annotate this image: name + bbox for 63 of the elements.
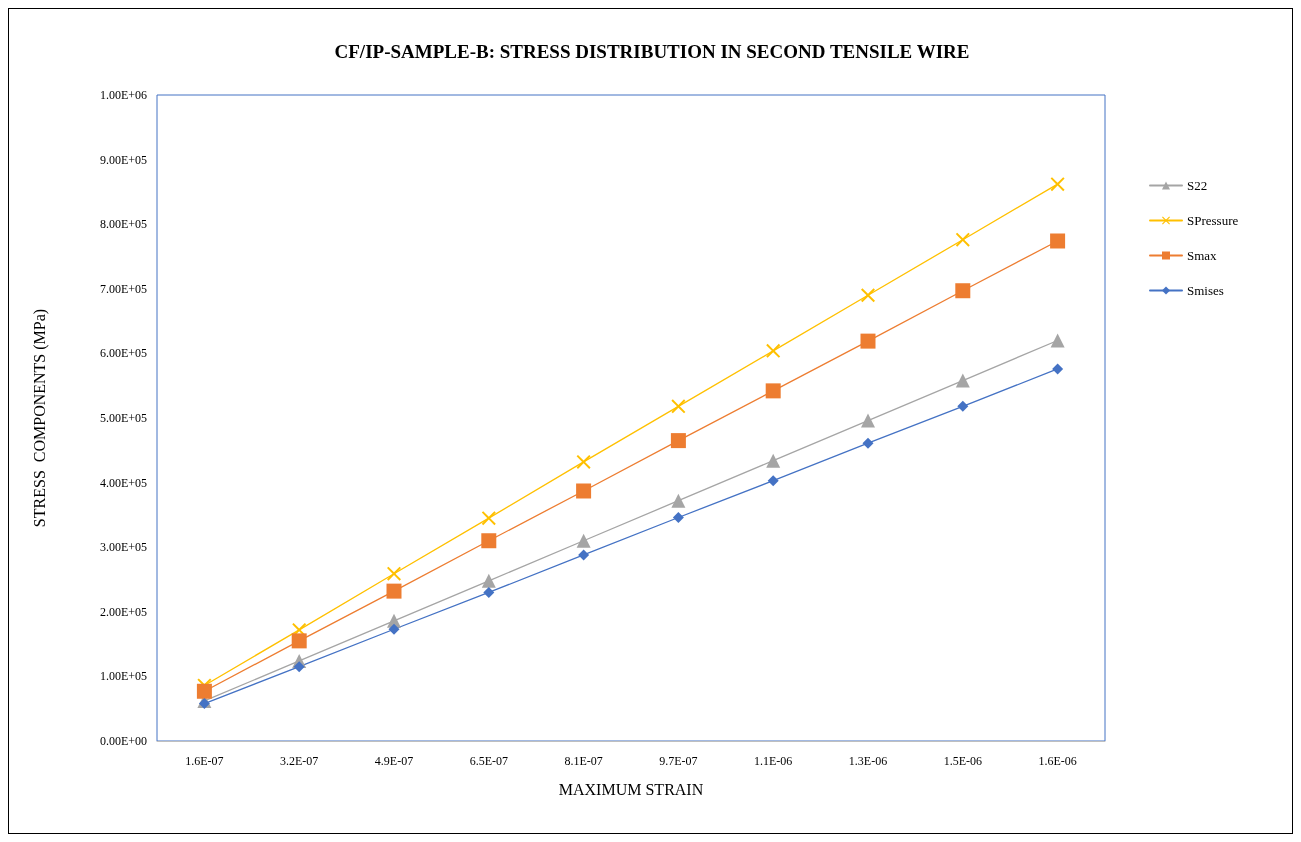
x-tick-label: 1.6E-07 (185, 754, 224, 768)
point (198, 698, 210, 710)
y-tick-label: 6.00E+05 (99, 346, 147, 361)
point (293, 661, 305, 673)
y-tick-label: 9.00E+05 (99, 152, 147, 167)
point (862, 437, 874, 449)
y-tick-label: 1.00E+05 (99, 669, 147, 684)
point (1050, 333, 1065, 348)
point (672, 511, 684, 523)
legend-label: SPressure (1187, 213, 1239, 228)
x-tick-label: 1.5E-06 (943, 754, 982, 768)
point (767, 475, 779, 487)
point (671, 399, 686, 414)
point (955, 232, 970, 247)
point (1050, 233, 1066, 249)
point (387, 566, 401, 581)
point (957, 400, 969, 412)
legend-label: Smises (1187, 283, 1224, 298)
x-axis-title: MAXIMUM STRAIN (558, 780, 704, 798)
y-tick-label: 1.00E+06 (99, 88, 147, 102)
y-tick-label: 7.00E+05 (99, 281, 147, 296)
point (481, 533, 497, 549)
point (576, 454, 591, 469)
point (765, 383, 781, 399)
chart-title: CF/IP-SAMPLE-B: STRESS DISTRIBUTION IN SECOND TENSILE WIRE (334, 41, 970, 62)
x-tick-label: 1.3E-06 (848, 754, 888, 768)
y-tick-label: 4.00E+05 (99, 475, 147, 490)
point (196, 683, 212, 699)
point (483, 586, 495, 598)
y-tick-label: 8.00E+05 (99, 217, 147, 232)
point (386, 583, 402, 599)
point (1052, 363, 1064, 375)
point (861, 413, 875, 428)
x-tick-label: 4.9E-07 (374, 754, 414, 768)
legend-label: Smax (1187, 248, 1218, 263)
point (481, 573, 496, 588)
point (481, 511, 496, 526)
legend-label: S22 (1187, 178, 1208, 193)
point (860, 333, 876, 349)
point (955, 373, 970, 388)
point (766, 343, 781, 358)
x-tick-label: 6.5E-07 (469, 754, 508, 768)
x-tick-label: 9.7E-07 (659, 754, 698, 768)
y-tick-label: 5.00E+05 (99, 411, 147, 425)
point (576, 533, 591, 548)
point (388, 623, 400, 635)
x-tick-label: 8.1E-07 (564, 754, 603, 768)
point (578, 549, 590, 561)
point (671, 493, 686, 508)
y-tick-label: 0.00E+00 (99, 734, 147, 748)
point (861, 288, 875, 303)
x-tick-label: 3.2E-07 (280, 754, 319, 768)
point (576, 483, 592, 499)
point (955, 283, 971, 299)
point (291, 633, 307, 649)
x-tick-label: 1.1E-06 (754, 754, 793, 768)
point (1050, 177, 1065, 192)
point (766, 453, 781, 468)
y-tick-label: 3.00E+05 (99, 540, 147, 555)
point (670, 433, 686, 449)
x-tick-label: 1.6E-06 (1038, 754, 1077, 768)
y-tick-label: 2.00E+05 (99, 604, 147, 619)
y-axis-title: STRESS COMPONENTS (MPa) (30, 308, 49, 528)
